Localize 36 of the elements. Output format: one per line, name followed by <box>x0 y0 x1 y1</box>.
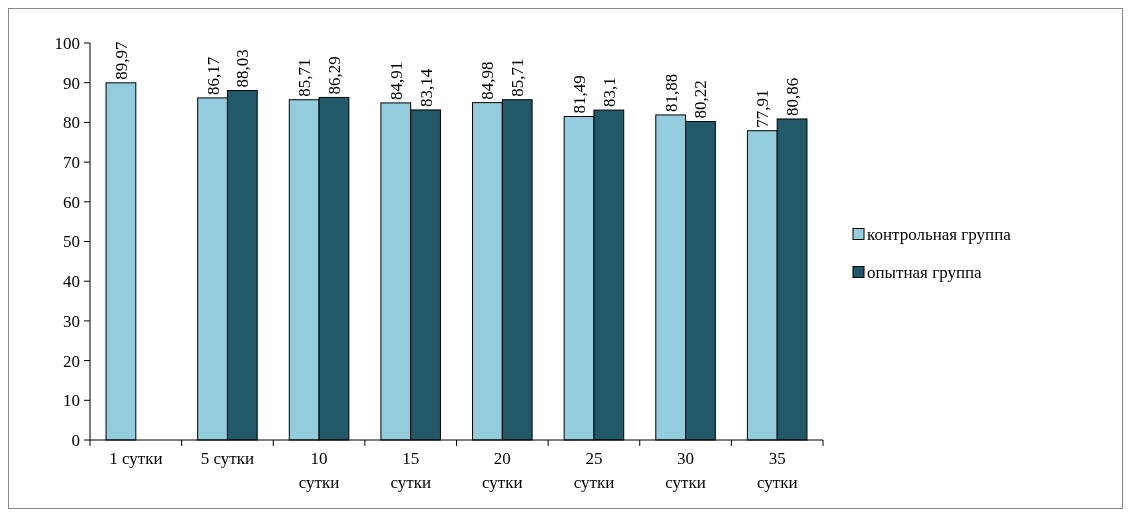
data-label: 89,97 <box>111 41 131 80</box>
y-tick-label: 0 <box>71 430 80 450</box>
data-label: 85,71 <box>295 58 315 97</box>
data-label: 77,91 <box>753 89 773 128</box>
data-label: 83,14 <box>416 68 436 107</box>
legend-label: опытная группа <box>867 263 983 283</box>
y-tick-label: 70 <box>63 153 80 173</box>
y-tick-label: 50 <box>63 232 80 252</box>
legend-label: контрольная группа <box>867 225 1012 245</box>
x-tick-label: 10 сутки <box>298 449 340 492</box>
data-label: 85,71 <box>508 58 528 97</box>
y-tick-label: 10 <box>63 391 80 411</box>
data-label: 83,1 <box>599 77 619 108</box>
x-tick-label: 30 сутки <box>665 449 706 492</box>
data-label: 86,29 <box>324 56 344 95</box>
data-label: 80,86 <box>783 77 803 116</box>
y-tick-label: 40 <box>63 272 80 292</box>
x-tick-label: 35 сутки <box>756 449 798 492</box>
y-tick-label: 90 <box>63 73 80 93</box>
y-tick-label: 100 <box>54 33 80 53</box>
data-label: 88,03 <box>233 49 253 88</box>
data-label: 84,98 <box>478 61 498 100</box>
y-tick-label: 60 <box>63 192 80 212</box>
data-label: 84,91 <box>386 61 406 100</box>
x-tick-label: 20 сутки <box>482 449 523 492</box>
y-tick-label: 30 <box>63 311 80 331</box>
y-tick-label: 20 <box>63 351 80 371</box>
y-tick-label: 80 <box>63 113 80 133</box>
x-tick-label: 5 сутки <box>200 449 255 468</box>
data-label: 86,17 <box>203 56 223 95</box>
x-tick-label: 15 сутки <box>390 449 431 492</box>
data-label: 81,49 <box>570 75 590 114</box>
data-label: 81,88 <box>661 73 681 112</box>
x-tick-label: 1 сутки <box>109 449 163 468</box>
data-label: 80,22 <box>691 80 711 119</box>
x-tick-label: 25 сутки <box>573 449 615 492</box>
